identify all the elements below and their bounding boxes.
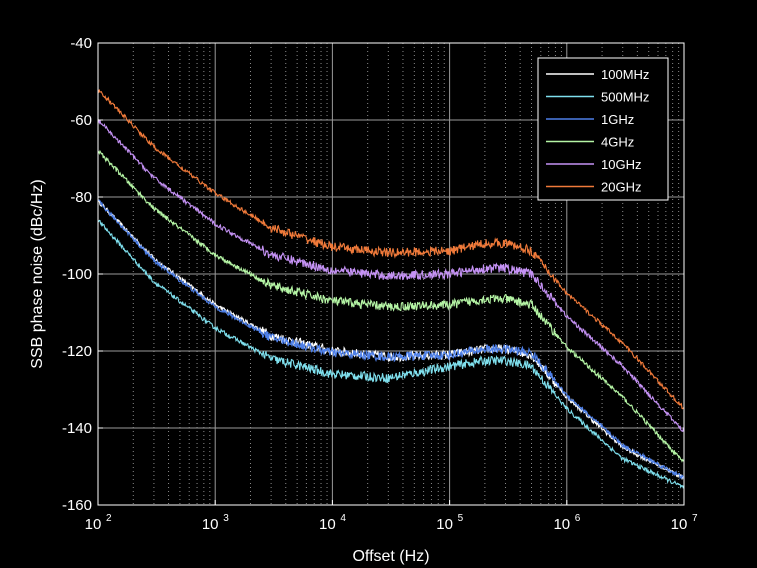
x-tick-base: 10 [202,516,219,533]
x-tick-base: 10 [553,516,570,533]
series-line-1ghz [97,199,685,480]
series-line-20ghz [97,88,685,410]
y-tick-label: -100 [62,266,92,283]
y-tick-label: -60 [70,112,92,129]
x-tick-exponent: 3 [223,513,229,524]
series-line-10ghz [97,118,685,433]
x-tick-label: 10 5 [436,513,463,533]
x-tick-exponent: 2 [106,513,112,524]
x-tick-base: 10 [85,516,102,533]
x-tick-exponent: 4 [340,513,346,524]
legend-entry: 1GHz [546,112,634,127]
x-tick-exponent: 5 [458,513,464,524]
y-tick-label: -80 [70,189,92,206]
x-tick-base: 10 [671,516,688,533]
y-tick-label: -140 [62,420,92,437]
x-tick-label: 10 4 [319,513,346,533]
legend-entry: 20GHz [546,180,641,195]
series-line-4ghz [97,149,685,463]
legend-entry: 100MHz [546,67,649,82]
x-tick-base: 10 [436,516,453,533]
legend-label: 1GHz [601,112,634,127]
y-tick-label: -120 [62,343,92,360]
x-axis-label: Offset (Hz) [352,548,429,565]
x-tick-base: 10 [319,516,336,533]
legend-label: 10GHz [601,157,641,172]
legend-label: 100MHz [601,67,649,82]
series-lines [97,88,685,489]
x-axis-ticks: 10 2 10 3 10 4 10 5 10 6 10 7 [85,500,698,533]
x-tick-exponent: 7 [692,513,698,524]
x-tick-label: 10 6 [553,513,580,533]
y-tick-label: -40 [70,35,92,52]
x-tick-label: 10 3 [202,513,229,533]
x-tick-exponent: 6 [575,513,581,524]
legend-entry: 4GHz [546,135,634,150]
y-tick-label: -160 [62,497,92,514]
x-tick-label: 10 7 [671,513,698,533]
x-tick-label: 10 2 [85,513,112,533]
legend-entry: 10GHz [546,157,641,172]
y-axis-ticks: -40 -60 -80 -100 -120 -140 -160 [62,35,103,514]
series-line-500mhz [97,219,685,489]
y-axis-label: SSB phase noise (dBc/Hz) [29,179,46,368]
legend-label: 500MHz [601,90,649,105]
legend-box [537,57,669,201]
legend-label: 20GHz [601,180,641,195]
legend-entry: 500MHz [546,90,649,105]
legend: 100MHz 500MHz 1GHz 4GHz 10GHz 20GHz [537,57,669,201]
legend-label: 4GHz [601,135,634,150]
